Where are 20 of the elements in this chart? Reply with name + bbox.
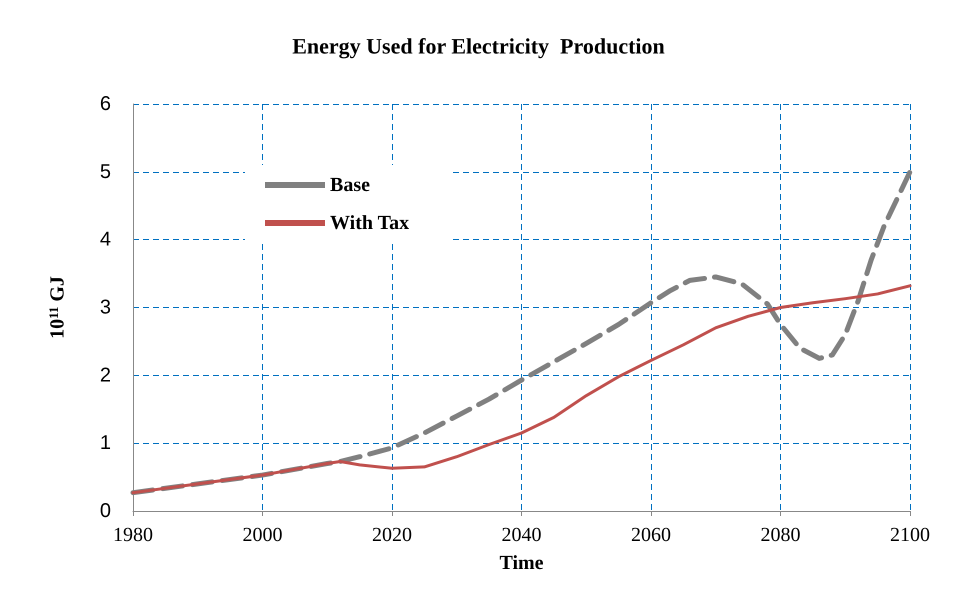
x-tick-label: 2020	[372, 524, 412, 546]
y-tick-label: 4	[100, 228, 111, 251]
x-tick-label: 1980	[113, 524, 153, 546]
legend-label: With Tax	[330, 212, 410, 234]
x-axis-title: Time	[499, 552, 544, 574]
chart-title: Energy Used for Electricity Production	[292, 34, 665, 58]
line-series	[132, 284, 912, 494]
y-tick-label: 3	[100, 296, 111, 318]
x-tick-label: 2060	[631, 524, 671, 546]
y-tick-label: 6	[100, 93, 111, 115]
x-tick-label: 2040	[502, 524, 542, 546]
y-tick-label: 1	[100, 432, 111, 454]
x-tick-label: 2000	[242, 524, 282, 546]
x-tick-label: 2080	[760, 524, 800, 546]
legend-label: Base	[330, 174, 370, 196]
y-axis-title: 1011 GJ	[46, 276, 68, 339]
y-tick-label: 5	[100, 160, 111, 183]
y-tick-label: 0	[100, 500, 111, 522]
y-tick-label: 2	[100, 364, 111, 386]
x-tick-label: 2100	[890, 524, 930, 546]
